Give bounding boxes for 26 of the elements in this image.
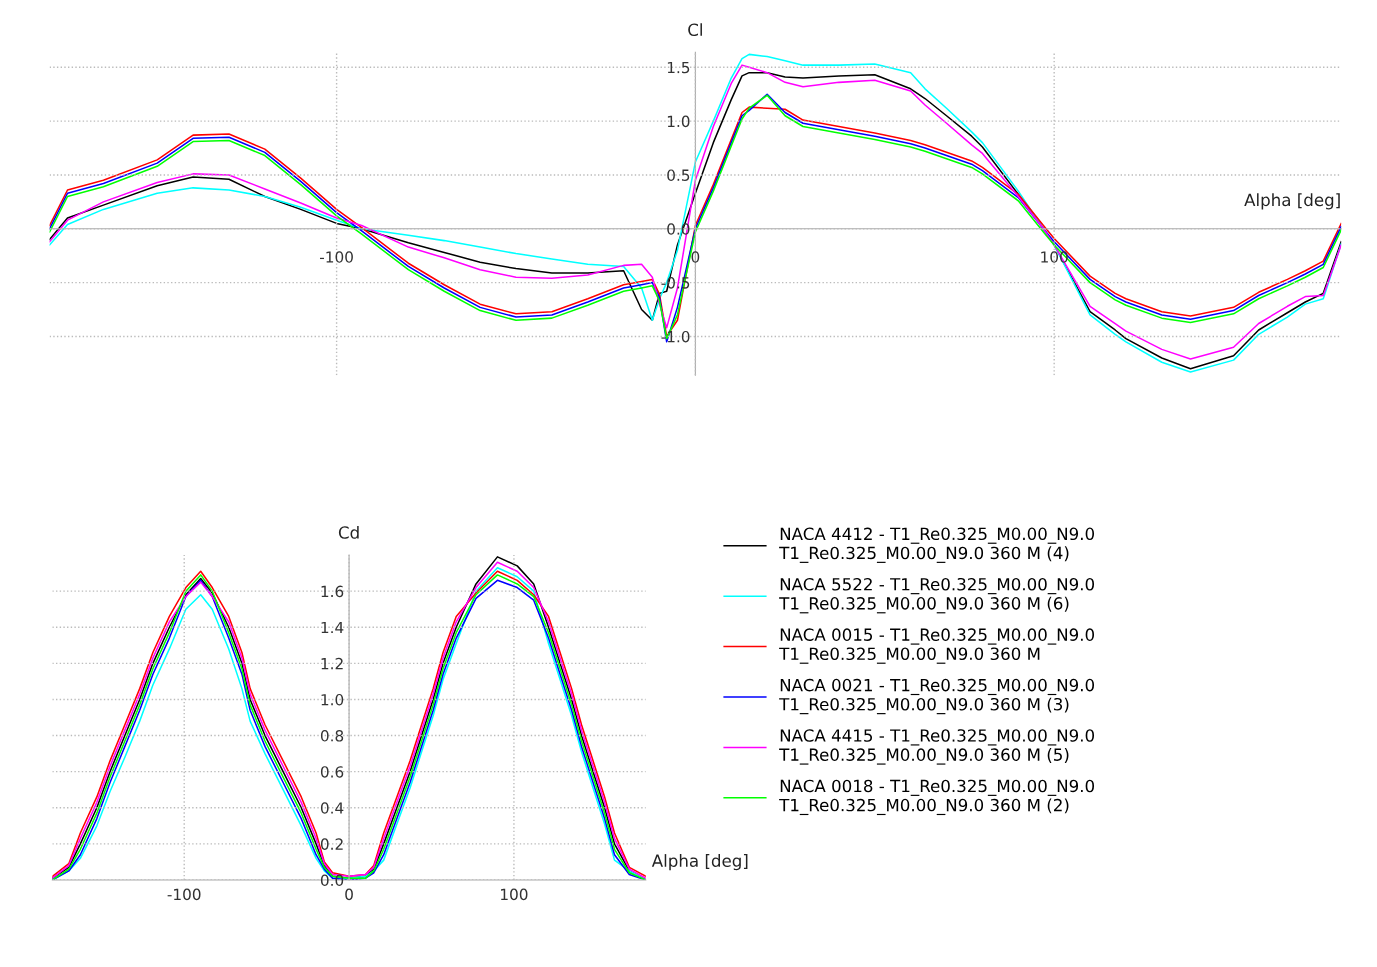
legend-label: NACA 0015 - T1_Re0.325_M0.00_N9.0 T1_Re0.325_M0.00_N9.0 360 M bbox=[779, 628, 1095, 664]
y-axis-title: Cl bbox=[688, 23, 702, 37]
y-tick-label: 0.8 bbox=[320, 730, 344, 742]
y-tick-label: 1.4 bbox=[321, 621, 344, 634]
y-tick-label: 1.2 bbox=[321, 657, 343, 670]
x-tick-label: 0 bbox=[691, 251, 700, 263]
y-axis-title: Cd bbox=[338, 525, 359, 539]
y-tick-label: 0.2 bbox=[320, 838, 343, 850]
x-tick-label: 0 bbox=[345, 888, 353, 901]
y-tick-label: 1.0 bbox=[667, 115, 690, 128]
y-tick-label: 1.0 bbox=[321, 693, 344, 706]
x-tick-label: -100 bbox=[320, 251, 353, 263]
legend-label: NACA 4412 - T1_Re0.325_M0.00_N9.0 T1_Re0.325_M0.00_N9.0 360 M (4) bbox=[779, 527, 1095, 563]
legend-label: NACA 0018 - T1_Re0.325_M0.00_N9.0 T1_Re0.325_M0.00_N9.0 360 M (2) bbox=[779, 779, 1095, 816]
y-tick-label: 1.6 bbox=[321, 585, 344, 598]
x-tick-label: 100 bbox=[501, 888, 528, 901]
x-axis-title: Alpha [deg] bbox=[651, 854, 748, 871]
y-tick-label: 0.4 bbox=[320, 802, 344, 814]
y-tick-label: 0.6 bbox=[320, 766, 344, 778]
x-axis-title: Alpha [deg] bbox=[1244, 193, 1340, 210]
y-tick-label: 1.5 bbox=[667, 61, 690, 74]
y-tick-label: 0.5 bbox=[667, 169, 690, 181]
legend-label: NACA 4415 - T1_Re0.325_M0.00_N9.0 T1_Re0.325_M0.00_N9.0 360 M (5) bbox=[779, 729, 1095, 765]
x-tick-label: -100 bbox=[167, 888, 201, 901]
legend-label: NACA 0021 - T1_Re0.325_M0.00_N9.0 T1_Re0.325_M0.00_N9.0 360 M (3) bbox=[779, 678, 1095, 715]
legend-label: NACA 5522 - T1_Re0.325_M0.00_N9.0 T1_Re0.325_M0.00_N9.0 360 M (6) bbox=[779, 577, 1095, 614]
